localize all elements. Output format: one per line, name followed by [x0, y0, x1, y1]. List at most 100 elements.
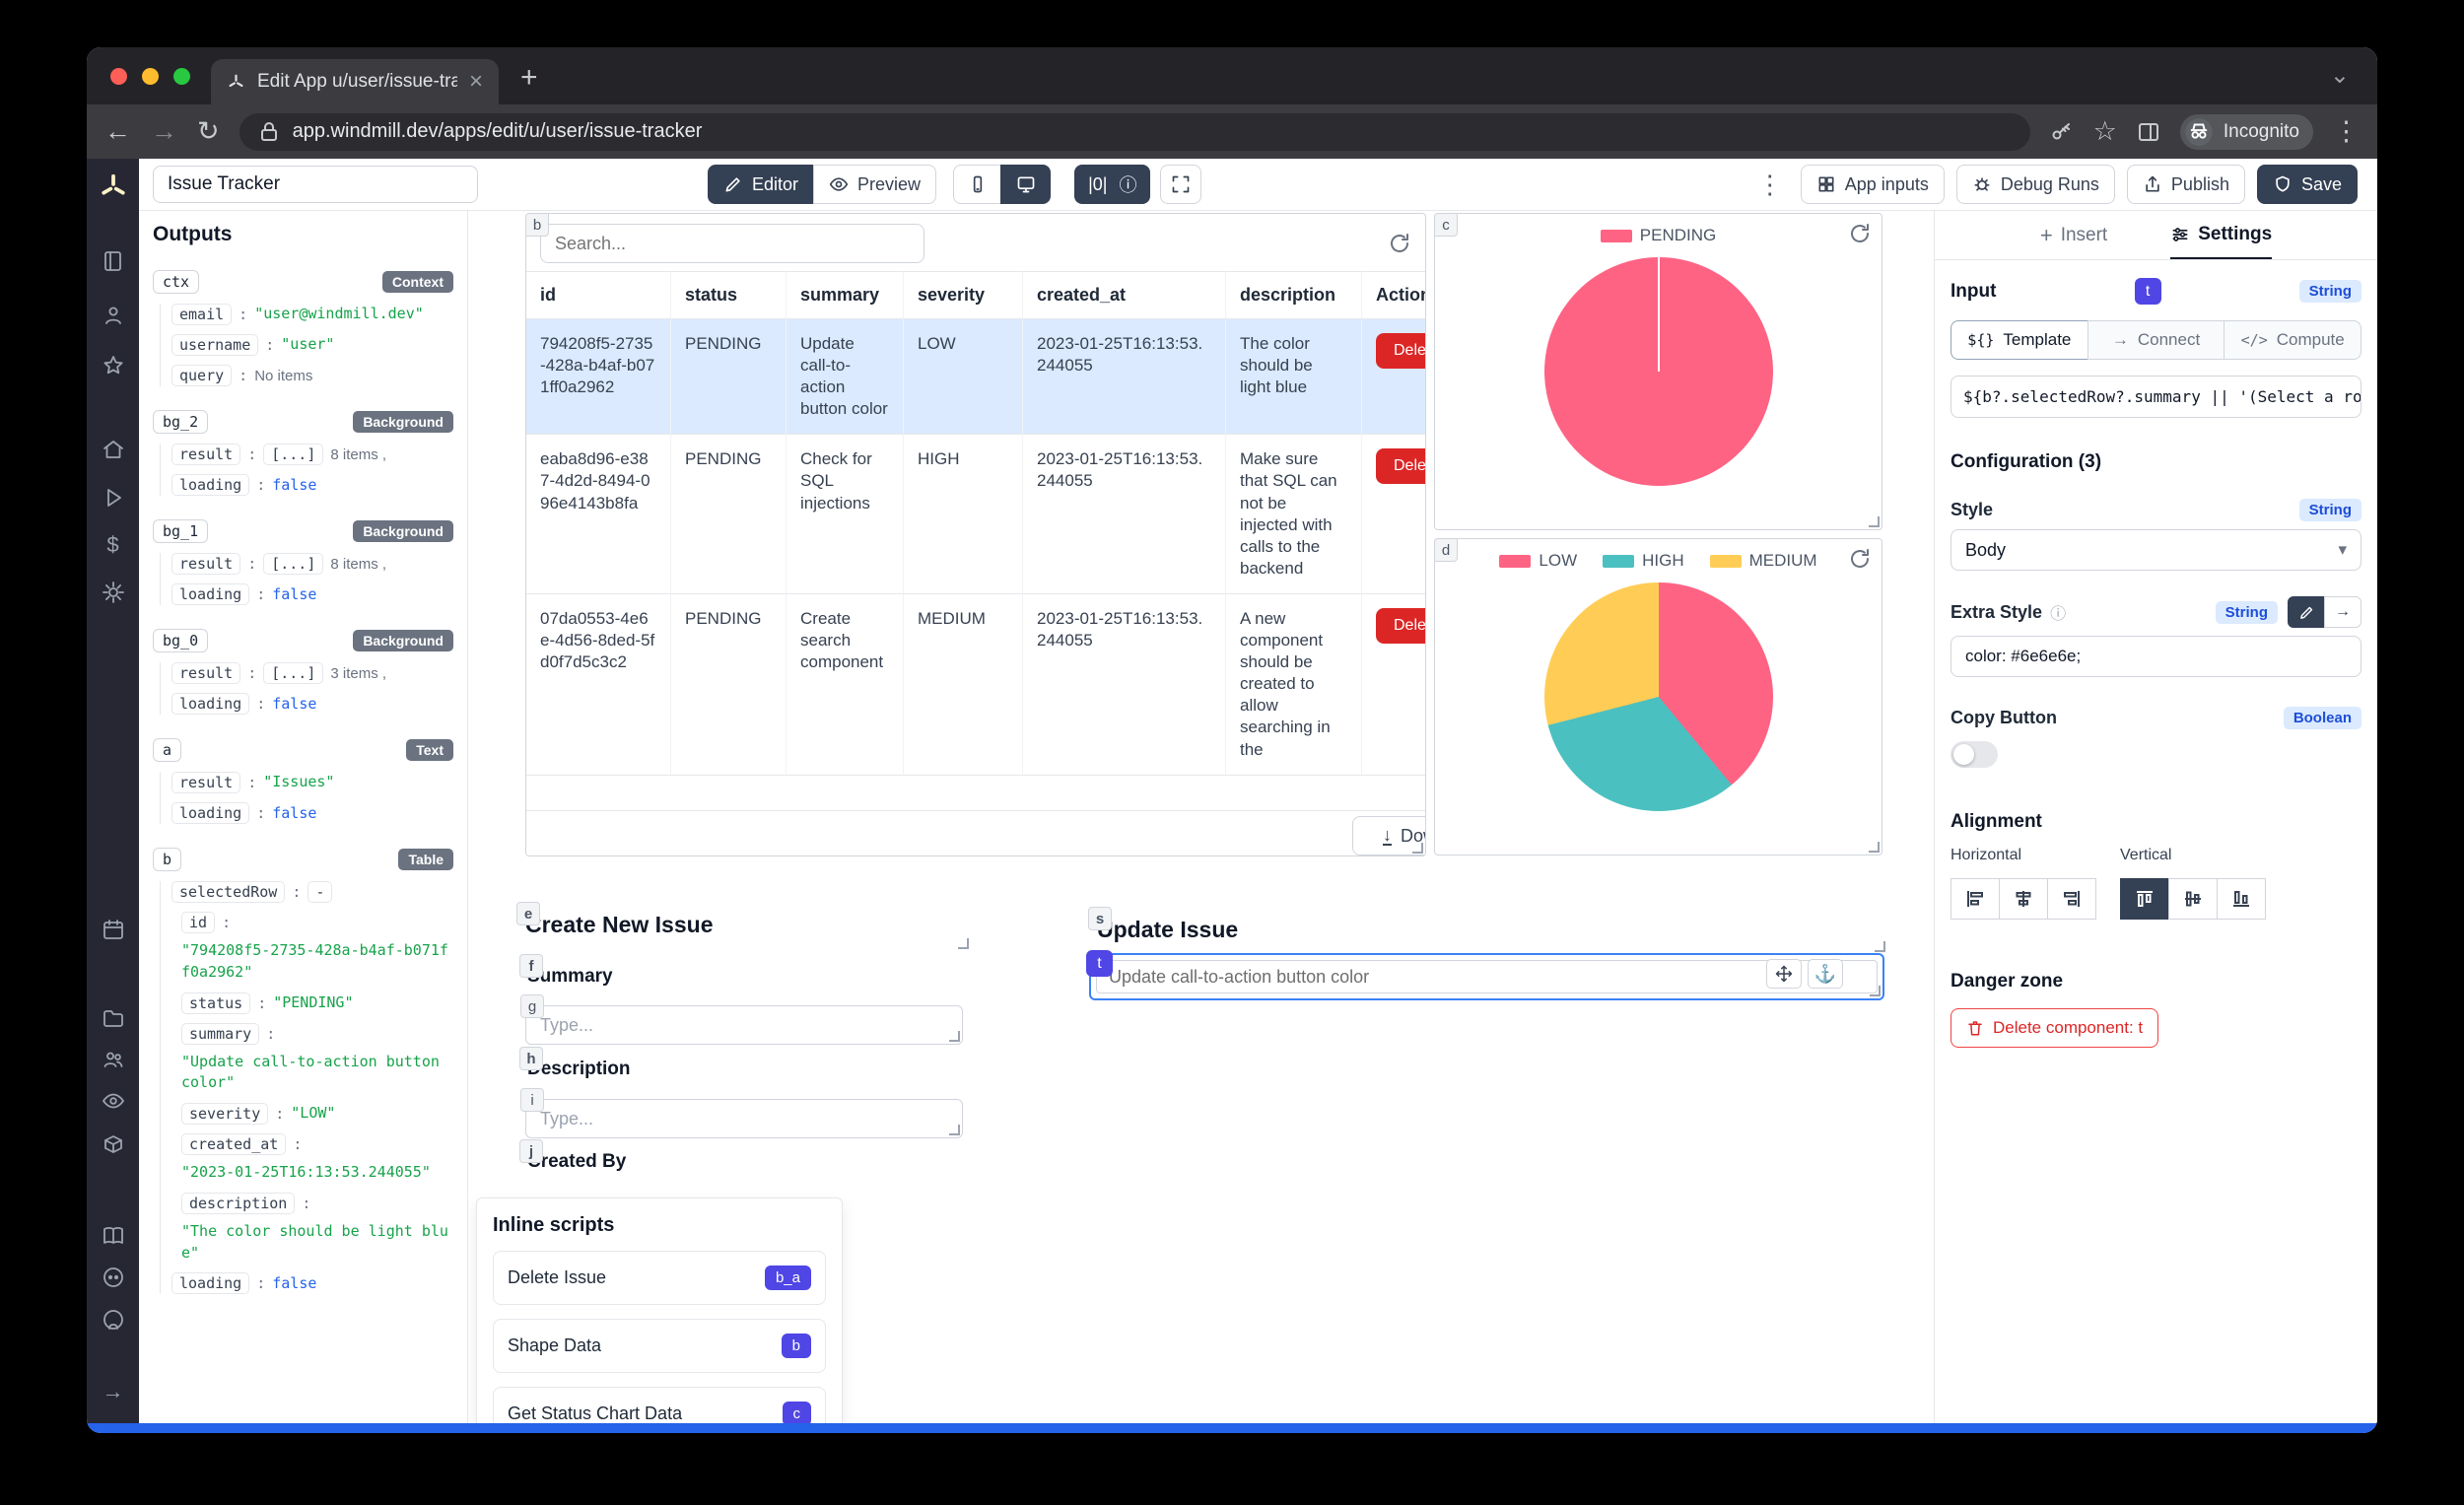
sidebar-item-runs[interactable]	[87, 486, 139, 510]
column-header[interactable]: status	[670, 271, 786, 319]
editor-button[interactable]: Editor	[708, 165, 815, 204]
style-select[interactable]: Body ▾	[1951, 529, 2361, 571]
output-id-chip[interactable]: b	[153, 848, 182, 871]
desktop-view-button[interactable]	[1000, 165, 1052, 204]
output-id-chip[interactable]: ctx	[153, 270, 200, 294]
inline-script-item[interactable]: Get Status Chart Data c	[493, 1387, 826, 1423]
legend-item[interactable]: HIGH	[1603, 551, 1684, 571]
key-icon[interactable]	[2050, 120, 2074, 144]
summary-label[interactable]: f Summary	[519, 954, 821, 997]
description-label[interactable]: h Description	[519, 1047, 821, 1090]
connect-style-button[interactable]: →	[2324, 596, 2361, 628]
minimize-window-button[interactable]	[142, 67, 159, 85]
sidebar-item-home[interactable]	[87, 438, 139, 461]
app-inputs-button[interactable]: App inputs	[1800, 165, 1945, 204]
sidebar-item-variables[interactable]: $	[87, 534, 139, 556]
edit-style-button[interactable]	[2288, 596, 2325, 628]
move-component-button[interactable]	[1766, 959, 1802, 989]
align-right-button[interactable]	[2047, 878, 2096, 920]
schema-counter-pill[interactable]: |0| ⓘ	[1074, 165, 1151, 204]
app-title-input[interactable]	[153, 166, 478, 203]
delete-component-button[interactable]: Delete component: t	[1951, 1008, 2159, 1048]
chart-refresh-button[interactable]	[1848, 547, 1872, 576]
resize-handle[interactable]	[1869, 516, 1880, 527]
resize-handle[interactable]	[958, 938, 969, 949]
publish-button[interactable]: Publish	[2126, 165, 2245, 204]
align-left-button[interactable]	[1951, 878, 2000, 920]
array-expand-chip[interactable]: [...]	[263, 553, 324, 575]
save-button[interactable]: Save	[2256, 165, 2358, 204]
sidebar-item-schedules[interactable]	[87, 918, 139, 941]
reload-icon[interactable]: ↻	[197, 116, 220, 146]
sidebar-collapse-arrow[interactable]: →	[87, 1381, 139, 1402]
debug-runs-button[interactable]: Debug Runs	[1955, 165, 2115, 204]
table-row[interactable]: 07da0553-4e6e-4d56-8ded-5fd0f7d5c3c2 PEN…	[526, 593, 1425, 776]
description-input[interactable]: i Type...	[520, 1088, 963, 1138]
chrome-menu-kebab-icon[interactable]: ⋮	[2333, 116, 2360, 146]
output-id-chip[interactable]: bg_0	[153, 629, 209, 652]
output-id-chip[interactable]: a	[153, 738, 182, 762]
window-controls[interactable]	[110, 67, 190, 85]
sidebar-item-docs[interactable]	[87, 1224, 139, 1248]
mobile-view-button[interactable]	[953, 165, 1002, 204]
update-issue-header[interactable]: s Update Issue	[1088, 907, 1887, 954]
delete-row-button[interactable]: Delete	[1376, 607, 1425, 644]
collapse-toggle-chip[interactable]: -	[308, 881, 333, 903]
maximize-window-button[interactable]	[173, 67, 190, 85]
sidebar-item-profile[interactable]	[87, 304, 139, 327]
info-icon[interactable]: ⓘ	[2050, 606, 2067, 623]
output-id-chip[interactable]: bg_2	[153, 410, 209, 434]
tab-close-icon[interactable]: ×	[468, 68, 483, 95]
column-header[interactable]: created_at	[1022, 271, 1225, 319]
back-icon[interactable]: ←	[104, 116, 131, 146]
sidebar-item-journal[interactable]	[87, 249, 139, 273]
fullscreen-button[interactable]	[1160, 165, 1202, 204]
template-mode-button[interactable]: ${} Template	[1951, 320, 2088, 360]
download-button[interactable]: ↓ Download	[1352, 816, 1425, 855]
delete-row-button[interactable]: Delete	[1376, 333, 1425, 369]
resize-handle[interactable]	[1875, 941, 1885, 952]
legend-item[interactable]: PENDING	[1600, 226, 1716, 245]
align-center-h-button[interactable]	[1999, 878, 2048, 920]
sidebar-item-favorites[interactable]	[87, 354, 139, 377]
column-header[interactable]: id	[526, 271, 670, 319]
bookmark-star-icon[interactable]: ☆	[2092, 116, 2117, 146]
column-header[interactable]: Actions	[1361, 271, 1425, 319]
sidebar-item-github[interactable]	[87, 1308, 139, 1332]
resize-handle[interactable]	[1412, 843, 1423, 854]
windmill-logo[interactable]	[87, 172, 139, 202]
preview-button[interactable]: Preview	[813, 165, 937, 204]
create-new-issue-header[interactable]: e Create New Issue	[516, 902, 971, 951]
array-expand-chip[interactable]: [...]	[263, 444, 324, 465]
connect-mode-button[interactable]: → Connect	[2087, 320, 2225, 360]
browser-tab[interactable]: Edit App u/user/issue-tracker | ×	[211, 59, 499, 104]
chart-refresh-button[interactable]	[1848, 222, 1872, 250]
inline-script-item[interactable]: Shape Data b	[493, 1319, 826, 1373]
output-id-chip[interactable]: bg_1	[153, 519, 209, 543]
extra-style-input[interactable]: color: #6e6e6e;	[1951, 636, 2361, 677]
column-header[interactable]: summary	[786, 271, 903, 319]
copy-button-toggle[interactable]	[1951, 741, 1998, 768]
tab-settings[interactable]: Settings	[2170, 211, 2273, 259]
toolbar-kebab-icon[interactable]: ⋮	[1756, 169, 1783, 199]
table-row[interactable]: 794208f5-2735-428a-b4af-b071ff0a2962 PEN…	[526, 319, 1425, 436]
created-by-label[interactable]: j Created By	[519, 1139, 821, 1183]
delete-row-button[interactable]: Delete	[1376, 448, 1425, 485]
template-expression-input[interactable]: ${b?.selectedRow?.summary || '(Select a …	[1951, 376, 2361, 418]
resize-handle[interactable]	[1870, 986, 1881, 996]
legend-item[interactable]: MEDIUM	[1709, 551, 1817, 571]
anchor-component-button[interactable]: ⚓	[1808, 959, 1843, 989]
resize-handle[interactable]	[1869, 842, 1880, 853]
update-summary-input[interactable]: Update call-to-action button color	[1096, 960, 1878, 993]
forward-icon[interactable]: →	[151, 116, 177, 146]
summary-input[interactable]: g Type...	[520, 994, 963, 1045]
address-bar[interactable]: app.windmill.dev/apps/edit/u/user/issue-…	[239, 112, 2030, 151]
new-tab-button[interactable]: +	[520, 61, 538, 94]
compute-mode-button[interactable]: </> Compute	[2224, 320, 2362, 360]
resize-handle[interactable]	[949, 1125, 960, 1135]
tab-search-chevron-icon[interactable]: ⌄	[2329, 62, 2350, 89]
tab-insert[interactable]: + Insert	[2039, 222, 2108, 247]
sidebar-item-resources[interactable]	[87, 581, 139, 604]
close-window-button[interactable]	[110, 67, 127, 85]
inline-script-item[interactable]: Delete Issue b_a	[493, 1251, 826, 1305]
